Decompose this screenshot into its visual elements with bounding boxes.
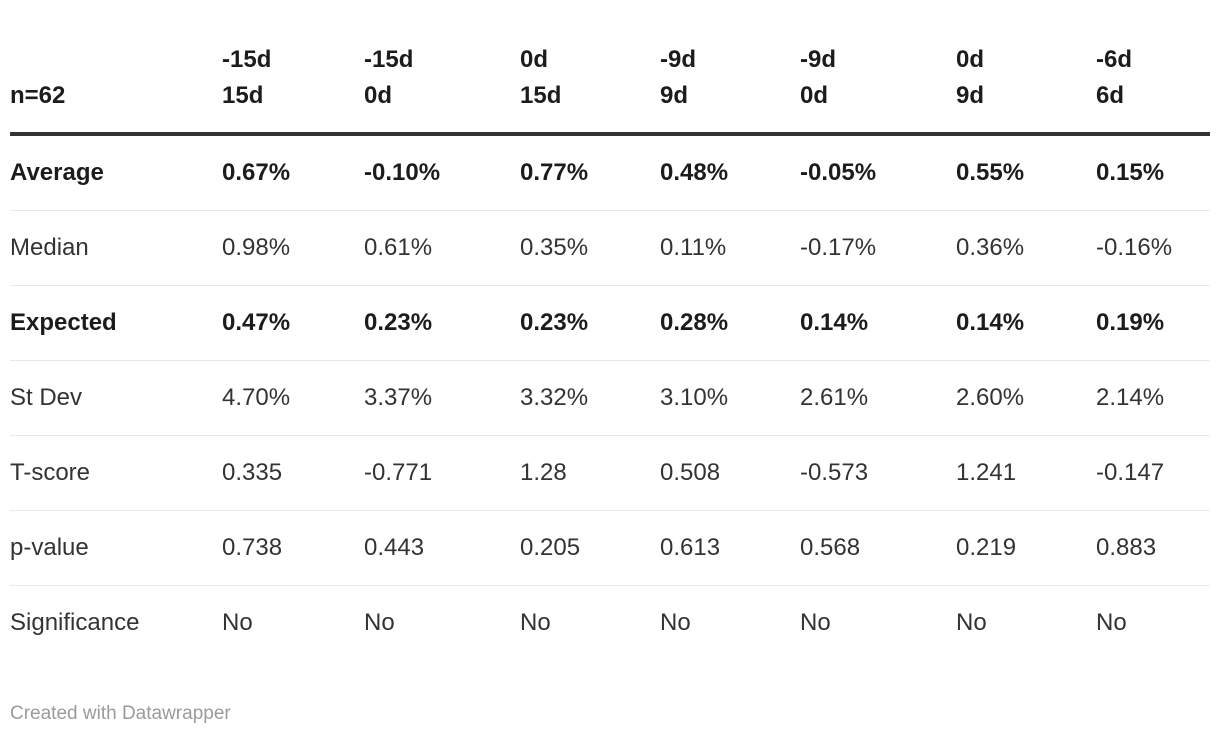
cell: -0.10% [364,159,441,186]
table-row-median: Median 0.98% 0.61% 0.35% 0.11% -0.17% 0.… [10,210,1210,286]
cell: 0.508 [660,435,800,511]
column-header-m6d-6d: -6d 6d [1096,0,1210,136]
cell: 0.14% [956,285,1096,361]
cell: 3.37% [364,360,520,436]
table-row-pvalue: p-value 0.738 0.443 0.205 0.613 0.568 0.… [10,510,1210,586]
table-row-significance: Significance No No No No No No No [10,585,1210,660]
cell: 0.11% [660,210,800,286]
cell: No [956,585,1096,660]
column-header-line2: 15d [222,82,264,109]
cell: -0.16% [1096,210,1210,286]
column-header-line1: 0d [520,46,549,73]
column-header-line2: 9d [660,82,689,109]
cell: No [520,585,660,660]
column-header-m9d-0d: -9d 0d [800,0,956,136]
column-header-m15d-0d: -15d 0d [364,0,520,136]
column-header-m15d-15d: -15d 15d [222,0,364,136]
cell: 0.98% [222,210,364,286]
cell: -0.771 [364,435,520,511]
column-header-line2: 9d [956,82,985,109]
column-header-line2: 0d [800,82,829,109]
cell: 0.205 [520,510,660,586]
cell: 0.568 [800,510,956,586]
cell: 0.443 [364,510,520,586]
column-header-line2: 0d [364,82,393,109]
cell: 0.14% [800,285,956,361]
row-label: Expected [10,285,222,361]
row-label: St Dev [10,360,222,436]
table-row-stdev: St Dev 4.70% 3.37% 3.32% 3.10% 2.61% 2.6… [10,360,1210,436]
cell: No [1096,585,1210,660]
column-header-line2: 15d [520,82,562,109]
cell: No [800,585,956,660]
cell: 0.28% [660,285,800,361]
cell: 2.14% [1096,360,1210,436]
cell: 0.738 [222,510,364,586]
column-header-line2: 6d [1096,82,1125,109]
table-row-average: Average 0.67% -0.10% 0.77% 0.48% -0.05% … [10,134,1210,211]
cell: 0.36% [956,210,1096,286]
corner-header-n-count: n=62 [10,0,222,136]
column-header-line1: -9d [660,46,696,73]
attribution-footer: Created with Datawrapper [10,702,1210,726]
cell: 1.28 [520,435,660,511]
cell: 0.67% [222,159,291,186]
cell: 0.219 [956,510,1096,586]
cell: 3.32% [520,360,660,436]
cell: 1.241 [956,435,1096,511]
cell: No [222,585,364,660]
column-header-0d-9d: 0d 9d [956,0,1096,136]
cell: 0.61% [364,210,520,286]
cell: 0.23% [364,285,520,361]
cell: 4.70% [222,360,364,436]
row-label: T-score [10,435,222,511]
cell: 0.23% [520,285,660,361]
cell: -0.17% [800,210,956,286]
row-label: Average [10,159,104,186]
cell: 2.60% [956,360,1096,436]
cell: 0.48% [660,159,729,186]
cell: 2.61% [800,360,956,436]
table-row-tscore: T-score 0.335 -0.771 1.28 0.508 -0.573 1… [10,435,1210,511]
column-header-line1: -15d [222,46,272,73]
cell: -0.573 [800,435,956,511]
cell: No [364,585,520,660]
cell: No [660,585,800,660]
stats-table: n=62 -15d 15d -15d 0d 0d 15d [10,0,1210,660]
cell: -0.05% [800,159,877,186]
cell: 0.35% [520,210,660,286]
cell: 0.335 [222,435,364,511]
cell: 0.613 [660,510,800,586]
row-label: p-value [10,510,222,586]
cell: 0.19% [1096,285,1210,361]
cell: 0.55% [956,159,1025,186]
column-header-line1: -9d [800,46,836,73]
cell: 3.10% [660,360,800,436]
corner-header-label: n=62 [10,82,66,109]
column-header-line1: -6d [1096,46,1132,73]
column-header-0d-15d: 0d 15d [520,0,660,136]
column-header-line1: -15d [364,46,414,73]
cell: -0.147 [1096,435,1210,511]
table-row-expected: Expected 0.47% 0.23% 0.23% 0.28% 0.14% 0… [10,285,1210,361]
cell: 0.47% [222,285,364,361]
row-label: Median [10,210,222,286]
cell: 0.15% [1096,159,1165,186]
attribution-link[interactable]: Created with Datawrapper [10,703,231,724]
cell: 0.883 [1096,510,1210,586]
column-header-m9d-9d: -9d 9d [660,0,800,136]
column-header-line1: 0d [956,46,985,73]
cell: 0.77% [520,159,589,186]
row-label: Significance [10,585,222,660]
header-row: n=62 -15d 15d -15d 0d 0d 15d [10,0,1210,136]
